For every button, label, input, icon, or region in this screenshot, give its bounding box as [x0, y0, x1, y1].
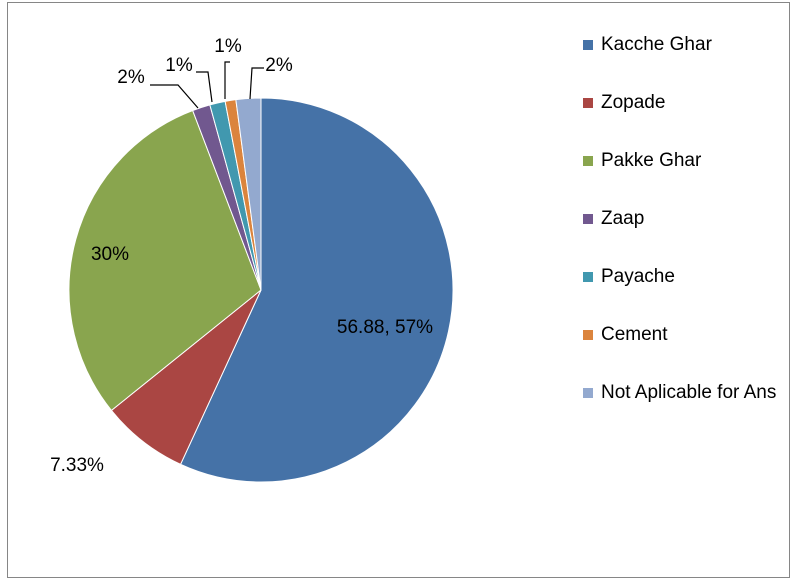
legend-entry: Cement	[583, 320, 788, 378]
legend-label: Cement	[601, 324, 668, 345]
legend-label: Not Aplicable for Ans	[601, 382, 777, 403]
legend: Kacche Ghar Zopade Pakke Ghar Zaap Payache Ce…	[583, 30, 788, 436]
legend-swatch	[583, 156, 593, 166]
legend-label: Kacche Ghar	[601, 34, 712, 55]
data-label: 30%	[91, 244, 129, 265]
legend-label: Pakke Ghar	[601, 150, 702, 171]
leader-line	[249, 67, 264, 100]
legend-entry: Pakke Ghar	[583, 146, 788, 204]
pie-slice	[235, 97, 262, 291]
legend-swatch	[583, 272, 593, 282]
pie-slice	[68, 109, 262, 412]
data-label: 2%	[265, 55, 293, 76]
legend-entry: Zaap	[583, 204, 788, 262]
legend-entry: Kacche Ghar	[583, 30, 788, 88]
legend-label: Zopade	[601, 92, 666, 113]
legend-entry: Zopade	[583, 88, 788, 146]
leader-lines	[150, 61, 264, 109]
legend-entry: Payache	[583, 262, 788, 320]
legend-entry: Not Aplicable for Ans	[583, 378, 788, 436]
legend-swatch	[583, 214, 593, 224]
legend-swatch	[583, 98, 593, 108]
leader-line	[224, 61, 230, 99]
data-label: 1%	[214, 36, 242, 57]
leader-line	[196, 71, 213, 103]
pie-slice	[179, 97, 454, 483]
data-label: 56.88, 57%	[337, 317, 433, 338]
legend-swatch	[583, 330, 593, 340]
data-label: 2%	[117, 67, 145, 88]
leader-line	[150, 84, 199, 109]
legend-swatch	[583, 388, 593, 398]
data-label: 7.33%	[50, 455, 104, 476]
data-label: 1%	[165, 55, 193, 76]
legend-label: Zaap	[601, 208, 645, 229]
legend-swatch	[583, 40, 593, 50]
legend-label: Payache	[601, 266, 675, 287]
